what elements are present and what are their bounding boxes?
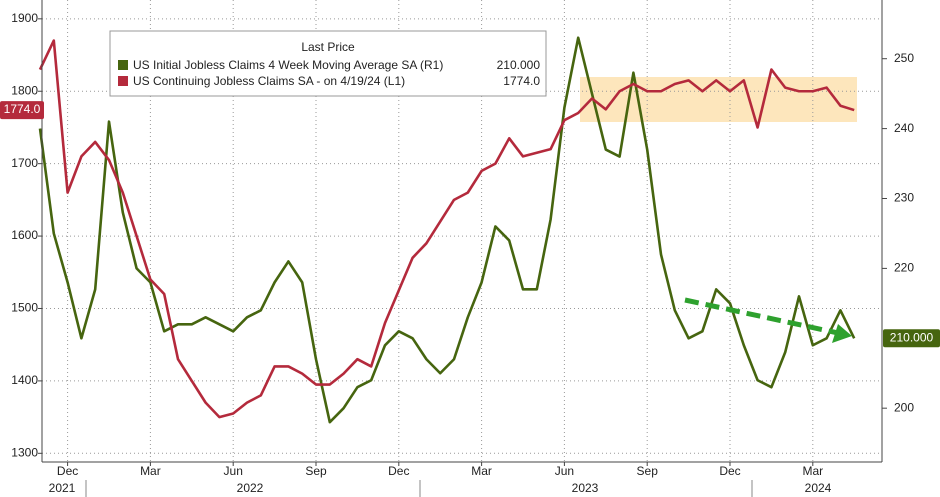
legend-swatch bbox=[118, 60, 128, 70]
legend-box bbox=[109, 30, 547, 97]
legend-label: US Continuing Jobless Claims SA - on 4/1… bbox=[133, 74, 405, 88]
x-tick-label: Dec bbox=[719, 464, 740, 478]
x-tick-label: Mar bbox=[802, 464, 823, 478]
legend-swatch bbox=[118, 76, 128, 86]
x-tick-label: Dec bbox=[57, 464, 78, 478]
series-line bbox=[38, 39, 855, 419]
last-value-tag bbox=[0, 101, 44, 120]
y2-tick-label: 240 bbox=[894, 121, 914, 135]
year-label: 2021 bbox=[49, 481, 76, 495]
y-tick-label: 1800 bbox=[11, 83, 38, 97]
y-tick-label: 1400 bbox=[11, 373, 38, 387]
trend-arrow bbox=[684, 297, 839, 336]
last-value-tag bbox=[883, 329, 940, 348]
year-label: 2022 bbox=[237, 481, 264, 495]
y-tick-label: 1700 bbox=[11, 156, 38, 170]
trend-arrow-head bbox=[832, 324, 852, 343]
y2-tick-label: 220 bbox=[894, 261, 914, 275]
year-label: 2023 bbox=[572, 481, 599, 495]
legend-value: 210.000 bbox=[497, 58, 541, 72]
y2-tick-label: 250 bbox=[894, 51, 914, 65]
y2-tick-label: 230 bbox=[894, 191, 914, 205]
x-tick-label: Sep bbox=[637, 464, 659, 478]
x-tick-label: Jun bbox=[555, 464, 574, 478]
y2-tick-label: 200 bbox=[894, 400, 914, 414]
x-tick-label: Jun bbox=[224, 464, 243, 478]
y-tick-label: 1600 bbox=[11, 228, 38, 242]
last-value-label: 210.000 bbox=[890, 330, 934, 344]
y-tick-label: 1500 bbox=[11, 301, 38, 315]
x-tick-label: Dec bbox=[388, 464, 409, 478]
last-value-label: 1774.0 bbox=[4, 102, 41, 116]
legend-title: Last Price bbox=[301, 40, 355, 54]
legend: Last Price US Initial Jobless Claims 4 W… bbox=[109, 30, 547, 97]
x-tick-label: Mar bbox=[471, 464, 492, 478]
series-line bbox=[38, 36, 856, 424]
legend-label: US Initial Jobless Claims 4 Week Moving … bbox=[133, 58, 443, 72]
year-label: 2024 bbox=[805, 481, 832, 495]
y-tick-label: 1300 bbox=[11, 445, 38, 459]
y-tick-label: 1900 bbox=[11, 11, 38, 25]
lines bbox=[38, 36, 856, 424]
x-tick-label: Mar bbox=[140, 464, 161, 478]
legend-value: 1774.0 bbox=[503, 74, 540, 88]
x-tick-label: Sep bbox=[305, 464, 327, 478]
